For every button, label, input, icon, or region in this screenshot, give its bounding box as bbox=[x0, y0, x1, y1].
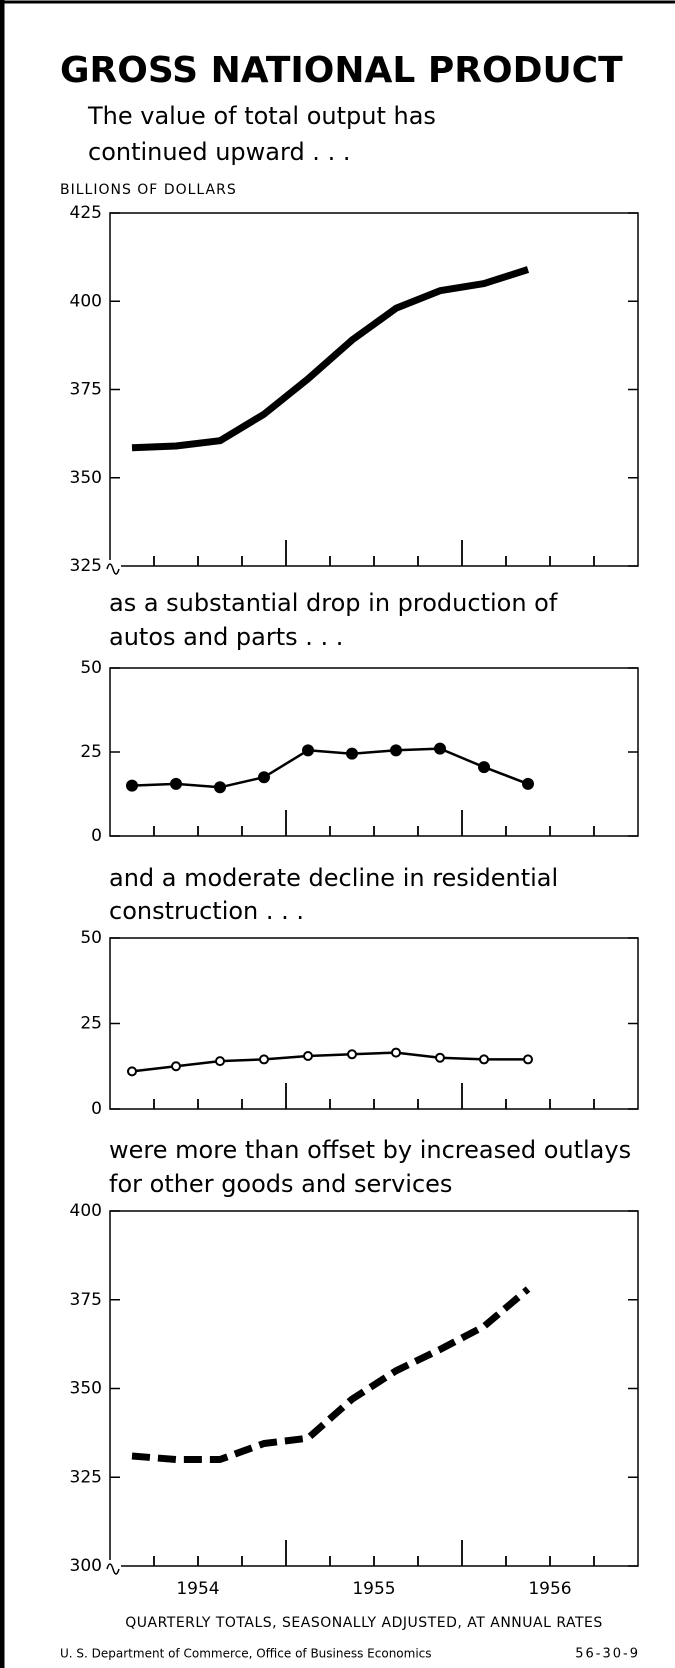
panel-caption: continued upward . . . bbox=[88, 138, 350, 166]
y-tick-label: 425 bbox=[70, 203, 102, 223]
page-title: GROSS NATIONAL PRODUCT bbox=[60, 50, 623, 91]
panel-caption: for other goods and services bbox=[109, 1170, 452, 1198]
panel-caption: were more than offset by increased outla… bbox=[109, 1136, 631, 1164]
x-tick-label: 1955 bbox=[352, 1579, 395, 1599]
data-point bbox=[170, 777, 182, 790]
panel-caption: construction . . . bbox=[109, 897, 304, 925]
axis-break-gap bbox=[107, 560, 121, 570]
y-tick-label: 400 bbox=[70, 291, 102, 311]
y-tick-label: 350 bbox=[70, 1379, 102, 1399]
data-point bbox=[346, 747, 358, 760]
panel-caption: autos and parts . . . bbox=[109, 623, 343, 651]
data-point bbox=[479, 1054, 489, 1065]
data-point bbox=[215, 1056, 225, 1067]
y-tick-label: 375 bbox=[70, 380, 102, 400]
y-tick-label: 400 bbox=[70, 1201, 102, 1221]
y-tick-label: 325 bbox=[70, 556, 102, 576]
data-point bbox=[347, 1049, 357, 1060]
data-point bbox=[435, 1052, 445, 1063]
axis-break bbox=[106, 563, 120, 575]
y-tick-label: 25 bbox=[80, 742, 102, 762]
chart-code: 56-30-9 bbox=[575, 1647, 640, 1662]
data-point bbox=[127, 1066, 137, 1077]
panel-caption: and a moderate decline in residential bbox=[109, 864, 558, 892]
data-point bbox=[302, 744, 314, 757]
data-point bbox=[214, 781, 226, 794]
data-line bbox=[131, 747, 529, 789]
y-tick-label: 50 bbox=[80, 928, 102, 948]
data-line bbox=[131, 1051, 528, 1073]
source-note: U. S. Department of Commerce, Office of … bbox=[60, 1647, 432, 1661]
data-point bbox=[390, 744, 402, 757]
data-point bbox=[303, 1050, 313, 1061]
y-tick-label: 350 bbox=[70, 468, 102, 488]
y-tick-label: 325 bbox=[70, 1467, 102, 1487]
panel-caption: as a substantial drop in production of bbox=[109, 589, 558, 617]
data-point bbox=[522, 777, 534, 790]
y-tick-label: 0 bbox=[91, 1099, 102, 1119]
axis-break bbox=[106, 1563, 120, 1575]
data-point bbox=[478, 761, 490, 774]
data-point bbox=[434, 742, 446, 755]
y-axis-label: BILLIONS OF DOLLARS bbox=[60, 182, 237, 198]
x-tick-label: 1956 bbox=[528, 1579, 571, 1599]
data-point bbox=[258, 771, 270, 784]
y-tick-label: 300 bbox=[70, 1556, 102, 1576]
data-point bbox=[171, 1061, 181, 1072]
y-tick-label: 0 bbox=[91, 826, 102, 846]
panel-caption: The value of total output has bbox=[87, 102, 436, 130]
data-point bbox=[523, 1054, 533, 1065]
y-tick-label: 50 bbox=[80, 658, 102, 678]
data-line bbox=[131, 1286, 531, 1463]
data-point bbox=[391, 1047, 401, 1058]
x-axis-label: QUARTERLY TOTALS, SEASONALLY ADJUSTED, A… bbox=[125, 1615, 603, 1631]
data-line bbox=[131, 266, 530, 452]
data-point bbox=[259, 1054, 269, 1065]
data-point bbox=[126, 779, 138, 792]
axis-break-gap bbox=[107, 1560, 121, 1570]
y-tick-label: 375 bbox=[70, 1290, 102, 1310]
x-tick-label: 1954 bbox=[176, 1579, 219, 1599]
y-tick-label: 25 bbox=[80, 1014, 102, 1034]
